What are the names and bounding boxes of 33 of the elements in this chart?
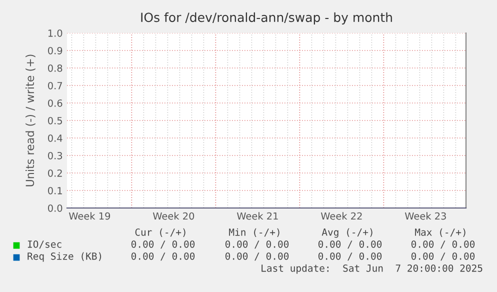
x-tick-label: Week 21 [236, 212, 278, 220]
chart-title: IOs for /dev/ronald-ann/swap - by month [141, 12, 392, 24]
y-tick-label: 0.8 [48, 64, 62, 72]
x-tick-label: Week 23 [404, 212, 446, 220]
x-tick-label: Week 20 [152, 212, 194, 220]
text: 0.00 / 0.00 [411, 252, 475, 261]
y-tick-label: 1.0 [48, 29, 62, 37]
text: Min (-/+) [229, 228, 280, 237]
y-tick-label: 0.5 [48, 116, 62, 124]
y-tick-label: 0.1 [48, 186, 62, 194]
legend-label: Req Size (KB) [28, 252, 102, 262]
text: Max (-/+) [415, 228, 466, 237]
y-tick-label: 0.6 [48, 99, 62, 107]
y-tick-label: 0.3 [48, 152, 62, 160]
y-tick-label: 0.7 [48, 82, 62, 90]
y-axis-title: Units read (-) / write (+) [26, 54, 36, 186]
x-tick-label: Week 22 [320, 212, 362, 220]
y-tick-label: 0.0 [48, 204, 62, 212]
text: Cur (-/+) [135, 228, 186, 237]
text: 0.00 / 0.00 [225, 252, 289, 261]
text: 0.00 / 0.00 [318, 252, 382, 261]
legend-label: IO/sec [28, 240, 62, 249]
text: Last update: Sat Jun 7 20:00:00 2025 [262, 264, 482, 274]
text: Avg (-/+) [322, 228, 372, 238]
y-tick-label: 0.4 [48, 134, 62, 142]
text: 0.00 / 0.00 [131, 240, 195, 249]
text: 0.00 / 0.00 [411, 240, 475, 249]
y-tick-label: 0.2 [48, 169, 62, 177]
x-tick-label: Week 19 [68, 212, 110, 220]
text: 0.00 / 0.00 [131, 252, 195, 261]
text: 0.00 / 0.00 [318, 240, 382, 249]
y-tick-label: 0.9 [48, 46, 62, 54]
text: 0.00 / 0.00 [225, 240, 289, 249]
